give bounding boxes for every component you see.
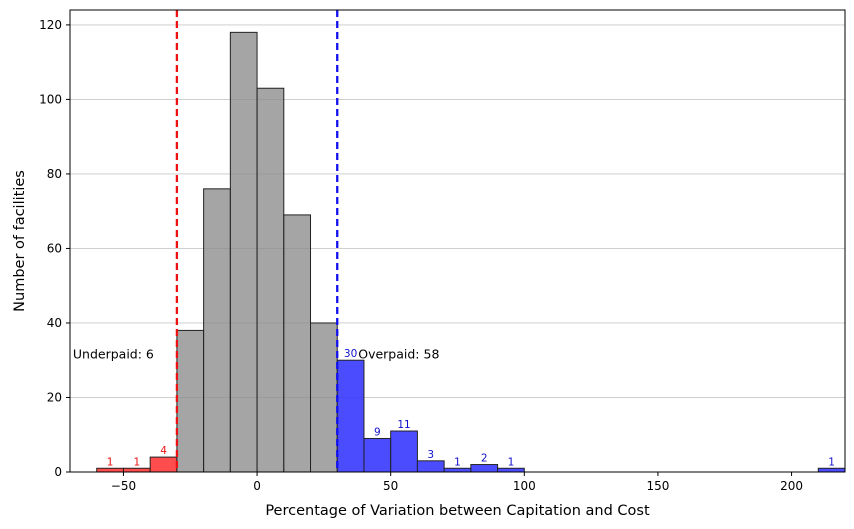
bar-label-overpaid-90: 1 [508,456,515,468]
underpaid-annotation: Underpaid: 6 [73,347,154,362]
bar-underpaid--60 [96,467,124,473]
bar-normal--10 [229,31,258,473]
x-tick-label-200: 200 [780,479,803,493]
x-axis-ticks: −50 0 50 100 150 200 [111,472,803,493]
bar-overpaid-60 [416,460,445,473]
bar-normal--20 [203,188,231,473]
y-tick-label-80: 80 [47,167,62,181]
y-tick-label-20: 20 [47,390,62,404]
x-tick-label--50: −50 [111,479,136,493]
bar-overpaid-40 [363,437,392,473]
bar-underpaid--40 [149,456,178,473]
bar-label-underpaid--50: 1 [133,456,140,468]
x-tick-label-100: 100 [513,479,536,493]
plot-frame [69,9,846,473]
y-axis-title: Number of facilities [12,170,28,312]
x-axis-title: Percentage of Variation between Capitati… [265,503,650,519]
x-tick-label-0: 0 [253,479,261,493]
y-tick-label-120: 120 [39,18,62,32]
bar-overpaid-70 [443,467,472,473]
bars [96,31,846,473]
bar-overpaid-50 [390,430,418,473]
bar-normal-20 [310,322,338,473]
bar-label-overpaid-40: 9 [374,426,381,438]
bar-label-overpaid-30: 30 [344,348,357,360]
bar-overpaid-90 [497,467,525,473]
bar-label-overpaid-70: 1 [454,456,461,468]
bar-label-overpaid-50: 11 [397,419,410,431]
y-tick-label-60: 60 [47,241,62,255]
bar-normal-10 [283,214,312,473]
threshold-lines [175,10,339,472]
y-tick-label-40: 40 [47,316,62,330]
overpaid-annotation: Overpaid: 58 [358,347,439,362]
bar-label-overpaid-80: 2 [481,453,488,465]
bar-label-underpaid--60: 1 [107,456,114,468]
bar-overpaid-210 [817,467,846,473]
x-tick-label-150: 150 [646,479,669,493]
bar-label-underpaid--40: 4 [160,445,167,457]
y-tick-label-0: 0 [54,465,62,479]
y-tick-label-100: 100 [39,92,62,106]
bar-label-overpaid-210: 1 [828,456,835,468]
bar-overpaid-30 [336,359,365,473]
x-tick-label-50: 50 [383,479,398,493]
bar-label-overpaid-60: 3 [427,449,434,461]
y-axis-ticks: 0 20 40 60 80 100 120 [39,18,70,479]
grid-lines [70,24,845,398]
bar-overpaid-80 [470,464,499,473]
bar-underpaid--50 [122,467,151,473]
bar-normal--30 [176,329,205,473]
bar-normal-0 [256,87,285,473]
